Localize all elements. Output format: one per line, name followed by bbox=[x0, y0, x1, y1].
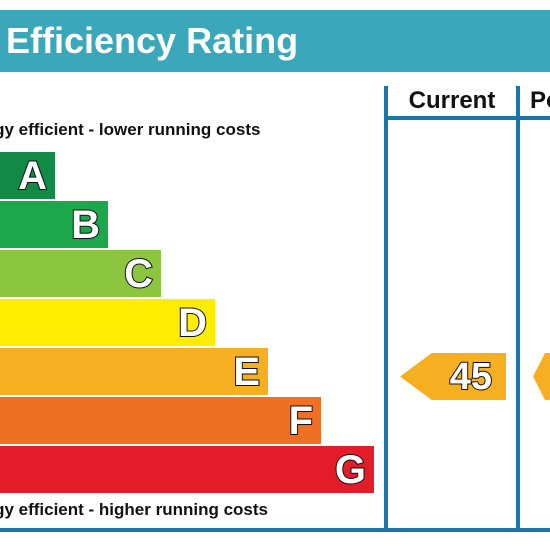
band-g: G bbox=[0, 446, 374, 493]
bottom-border bbox=[0, 528, 550, 532]
column-header-potential-label: Po bbox=[530, 87, 550, 114]
column-header-current: Current bbox=[388, 86, 516, 116]
top-caption-text: ergy efficient - lower running costs bbox=[0, 120, 261, 139]
current-rating-value: 45 bbox=[449, 355, 493, 398]
band-b: B bbox=[0, 201, 108, 248]
column-header-potential: Po bbox=[530, 86, 550, 116]
current-rating-arrow: 45 bbox=[400, 353, 506, 400]
band-d: D bbox=[0, 299, 215, 346]
page-title: gy Efficiency Rating bbox=[0, 20, 299, 61]
band-b-letter: B bbox=[70, 202, 101, 247]
band-a: A bbox=[0, 152, 55, 199]
band-a-letter: A bbox=[17, 153, 48, 198]
divider-left bbox=[384, 86, 388, 530]
bottom-caption-text: ergy efficient - higher running costs bbox=[0, 500, 268, 519]
band-f-letter: F bbox=[288, 398, 314, 443]
band-d-letter: D bbox=[177, 300, 208, 345]
column-header-current-label: Current bbox=[408, 87, 496, 114]
top-caption: ergy efficient - lower running costs bbox=[0, 120, 260, 140]
band-e: E bbox=[0, 348, 268, 395]
band-e-letter: E bbox=[232, 349, 261, 394]
bottom-caption: ergy efficient - higher running costs bbox=[0, 500, 268, 520]
title-bar: gy Efficiency Rating bbox=[0, 10, 550, 72]
potential-rating-arrow bbox=[533, 353, 550, 400]
band-c-letter: C bbox=[123, 251, 154, 296]
band-c: C bbox=[0, 250, 161, 297]
band-f: F bbox=[0, 397, 321, 444]
band-g-letter: G bbox=[334, 447, 367, 492]
divider-right bbox=[516, 86, 520, 530]
header-divider bbox=[384, 116, 550, 120]
